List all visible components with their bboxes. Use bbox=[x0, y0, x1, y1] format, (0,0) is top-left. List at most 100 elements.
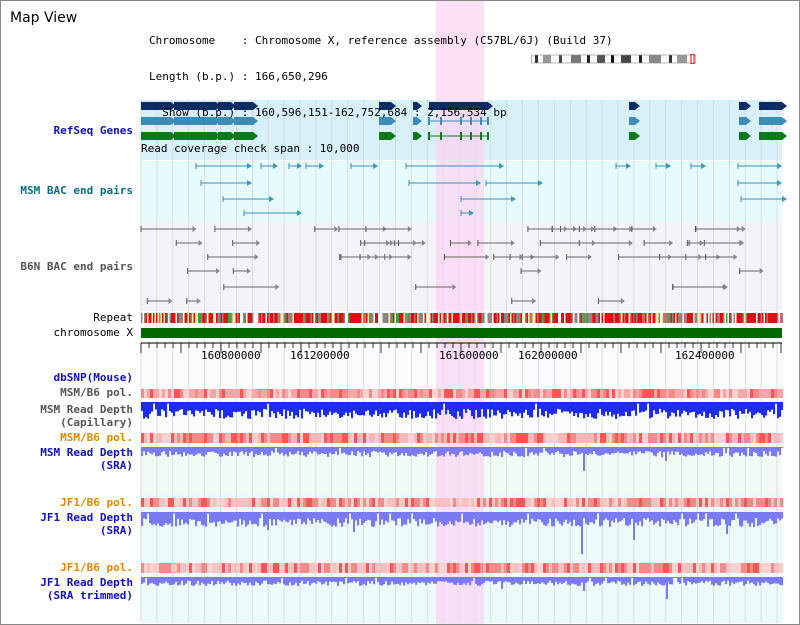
chromosome-ideogram[interactable] bbox=[531, 54, 696, 64]
repeat-block bbox=[694, 313, 697, 323]
repeat-block bbox=[747, 313, 749, 323]
depth-bar bbox=[413, 402, 416, 412]
msm-b6-pol-strip-1 bbox=[141, 389, 784, 398]
pol-cell bbox=[150, 433, 154, 443]
depth-bar bbox=[457, 447, 460, 456]
repeat-block bbox=[534, 313, 536, 323]
depth-bar bbox=[549, 447, 552, 455]
depth-bar bbox=[715, 512, 718, 525]
repeat-block bbox=[658, 313, 661, 323]
b6n-arrow bbox=[736, 226, 741, 232]
depth-bar bbox=[755, 447, 758, 454]
depth-bar bbox=[645, 512, 648, 520]
pol-cell bbox=[777, 433, 781, 443]
depth-bar bbox=[555, 512, 558, 519]
depth-bar bbox=[607, 402, 610, 416]
track-label-b6n-bac[interactable]: B6N BAC end pairs bbox=[20, 260, 133, 273]
depth-bar bbox=[563, 512, 566, 523]
pol-cell bbox=[687, 389, 691, 398]
repeat-block bbox=[403, 313, 406, 323]
track-label-refseq[interactable]: RefSeq Genes bbox=[53, 124, 133, 137]
depth-bar bbox=[459, 447, 462, 453]
track-label-dbsnp[interactable]: dbSNP(Mouse) bbox=[53, 371, 133, 384]
repeat-block bbox=[781, 313, 784, 323]
pol-cell bbox=[426, 563, 430, 573]
pol-cell bbox=[384, 389, 388, 398]
track-label-msm-bac[interactable]: MSM BAC end pairs bbox=[20, 184, 133, 197]
repeat-block bbox=[772, 313, 775, 323]
depth-bar bbox=[459, 512, 462, 522]
depth-bar bbox=[433, 402, 436, 410]
gene-arrow bbox=[746, 102, 751, 110]
pol-cell bbox=[684, 563, 688, 573]
repeat-block bbox=[648, 313, 650, 323]
depth-bar bbox=[253, 402, 256, 411]
pol-cell bbox=[291, 498, 295, 507]
depth-bar bbox=[569, 577, 572, 586]
pol-cell bbox=[402, 389, 406, 398]
track-label-msm-depth-capillary[interactable]: MSM Read Depth bbox=[40, 403, 133, 416]
pol-cell bbox=[261, 433, 265, 443]
depth-spike bbox=[501, 447, 503, 457]
depth-bar bbox=[683, 447, 686, 456]
depth-bar bbox=[341, 402, 344, 418]
track-label-jf1-b6-pol-2[interactable]: JF1/B6 pol. bbox=[60, 561, 133, 574]
depth-bar bbox=[273, 402, 276, 414]
depth-bar bbox=[697, 512, 700, 514]
depth-bar bbox=[749, 447, 752, 457]
pol-cell bbox=[459, 498, 463, 507]
pol-cell bbox=[750, 433, 754, 443]
pol-cell bbox=[339, 433, 343, 443]
pol-cell bbox=[381, 498, 385, 507]
depth-bar bbox=[599, 512, 602, 527]
depth-bar bbox=[617, 512, 620, 523]
depth-bar bbox=[221, 577, 224, 583]
depth-bar bbox=[561, 577, 564, 584]
depth-bar bbox=[631, 512, 634, 519]
pol-cell bbox=[606, 389, 610, 398]
repeat-block bbox=[733, 313, 736, 323]
pol-cell bbox=[594, 563, 598, 573]
pol-cell bbox=[342, 498, 346, 507]
depth-bar bbox=[659, 577, 662, 585]
depth-bar bbox=[757, 577, 760, 583]
depth-bar bbox=[145, 577, 148, 578]
gene-block bbox=[629, 132, 635, 140]
depth-bar bbox=[581, 402, 584, 414]
pol-cell bbox=[192, 563, 196, 573]
repeat-block bbox=[178, 313, 181, 323]
repeat-block bbox=[472, 313, 475, 323]
track-label-jf1-depth-trimmed[interactable]: JF1 Read Depth bbox=[40, 576, 133, 589]
pol-cell bbox=[429, 498, 433, 507]
track-label-msm-b6-pol-1[interactable]: MSM/B6 pol. bbox=[60, 386, 133, 399]
gene-arrow bbox=[391, 102, 396, 110]
repeat-block bbox=[405, 313, 407, 323]
gene-arrow bbox=[746, 117, 751, 125]
jf1-depth-trimmed bbox=[141, 577, 784, 599]
pol-cell bbox=[351, 498, 355, 507]
depth-bar bbox=[651, 447, 654, 453]
pol-cell bbox=[639, 498, 643, 507]
depth-bar bbox=[545, 577, 548, 585]
repeat-block bbox=[390, 313, 392, 323]
pol-cell bbox=[270, 389, 274, 398]
repeat-block bbox=[421, 313, 424, 323]
depth-bar bbox=[527, 577, 530, 582]
depth-bar bbox=[339, 447, 342, 448]
pol-cell bbox=[627, 433, 631, 443]
repeat-block bbox=[690, 313, 692, 323]
track-label-jf1-depth-sra[interactable]: JF1 Read Depth bbox=[40, 511, 133, 524]
ideogram-position-marker[interactable] bbox=[690, 54, 695, 64]
track-label-msm-b6-pol-2[interactable]: MSM/B6 pol. bbox=[60, 431, 133, 444]
ideogram-band bbox=[669, 55, 672, 63]
track-label-msm-depth-sra[interactable]: MSM Read Depth bbox=[40, 446, 133, 459]
pol-cell bbox=[483, 498, 487, 507]
gene-block bbox=[759, 132, 782, 140]
pol-cell bbox=[450, 433, 454, 443]
repeat-block bbox=[579, 313, 581, 323]
pol-cell bbox=[648, 389, 652, 398]
depth-bar bbox=[291, 512, 294, 526]
track-label-jf1-b6-pol-1[interactable]: JF1/B6 pol. bbox=[60, 496, 133, 509]
depth-bar bbox=[769, 402, 772, 412]
